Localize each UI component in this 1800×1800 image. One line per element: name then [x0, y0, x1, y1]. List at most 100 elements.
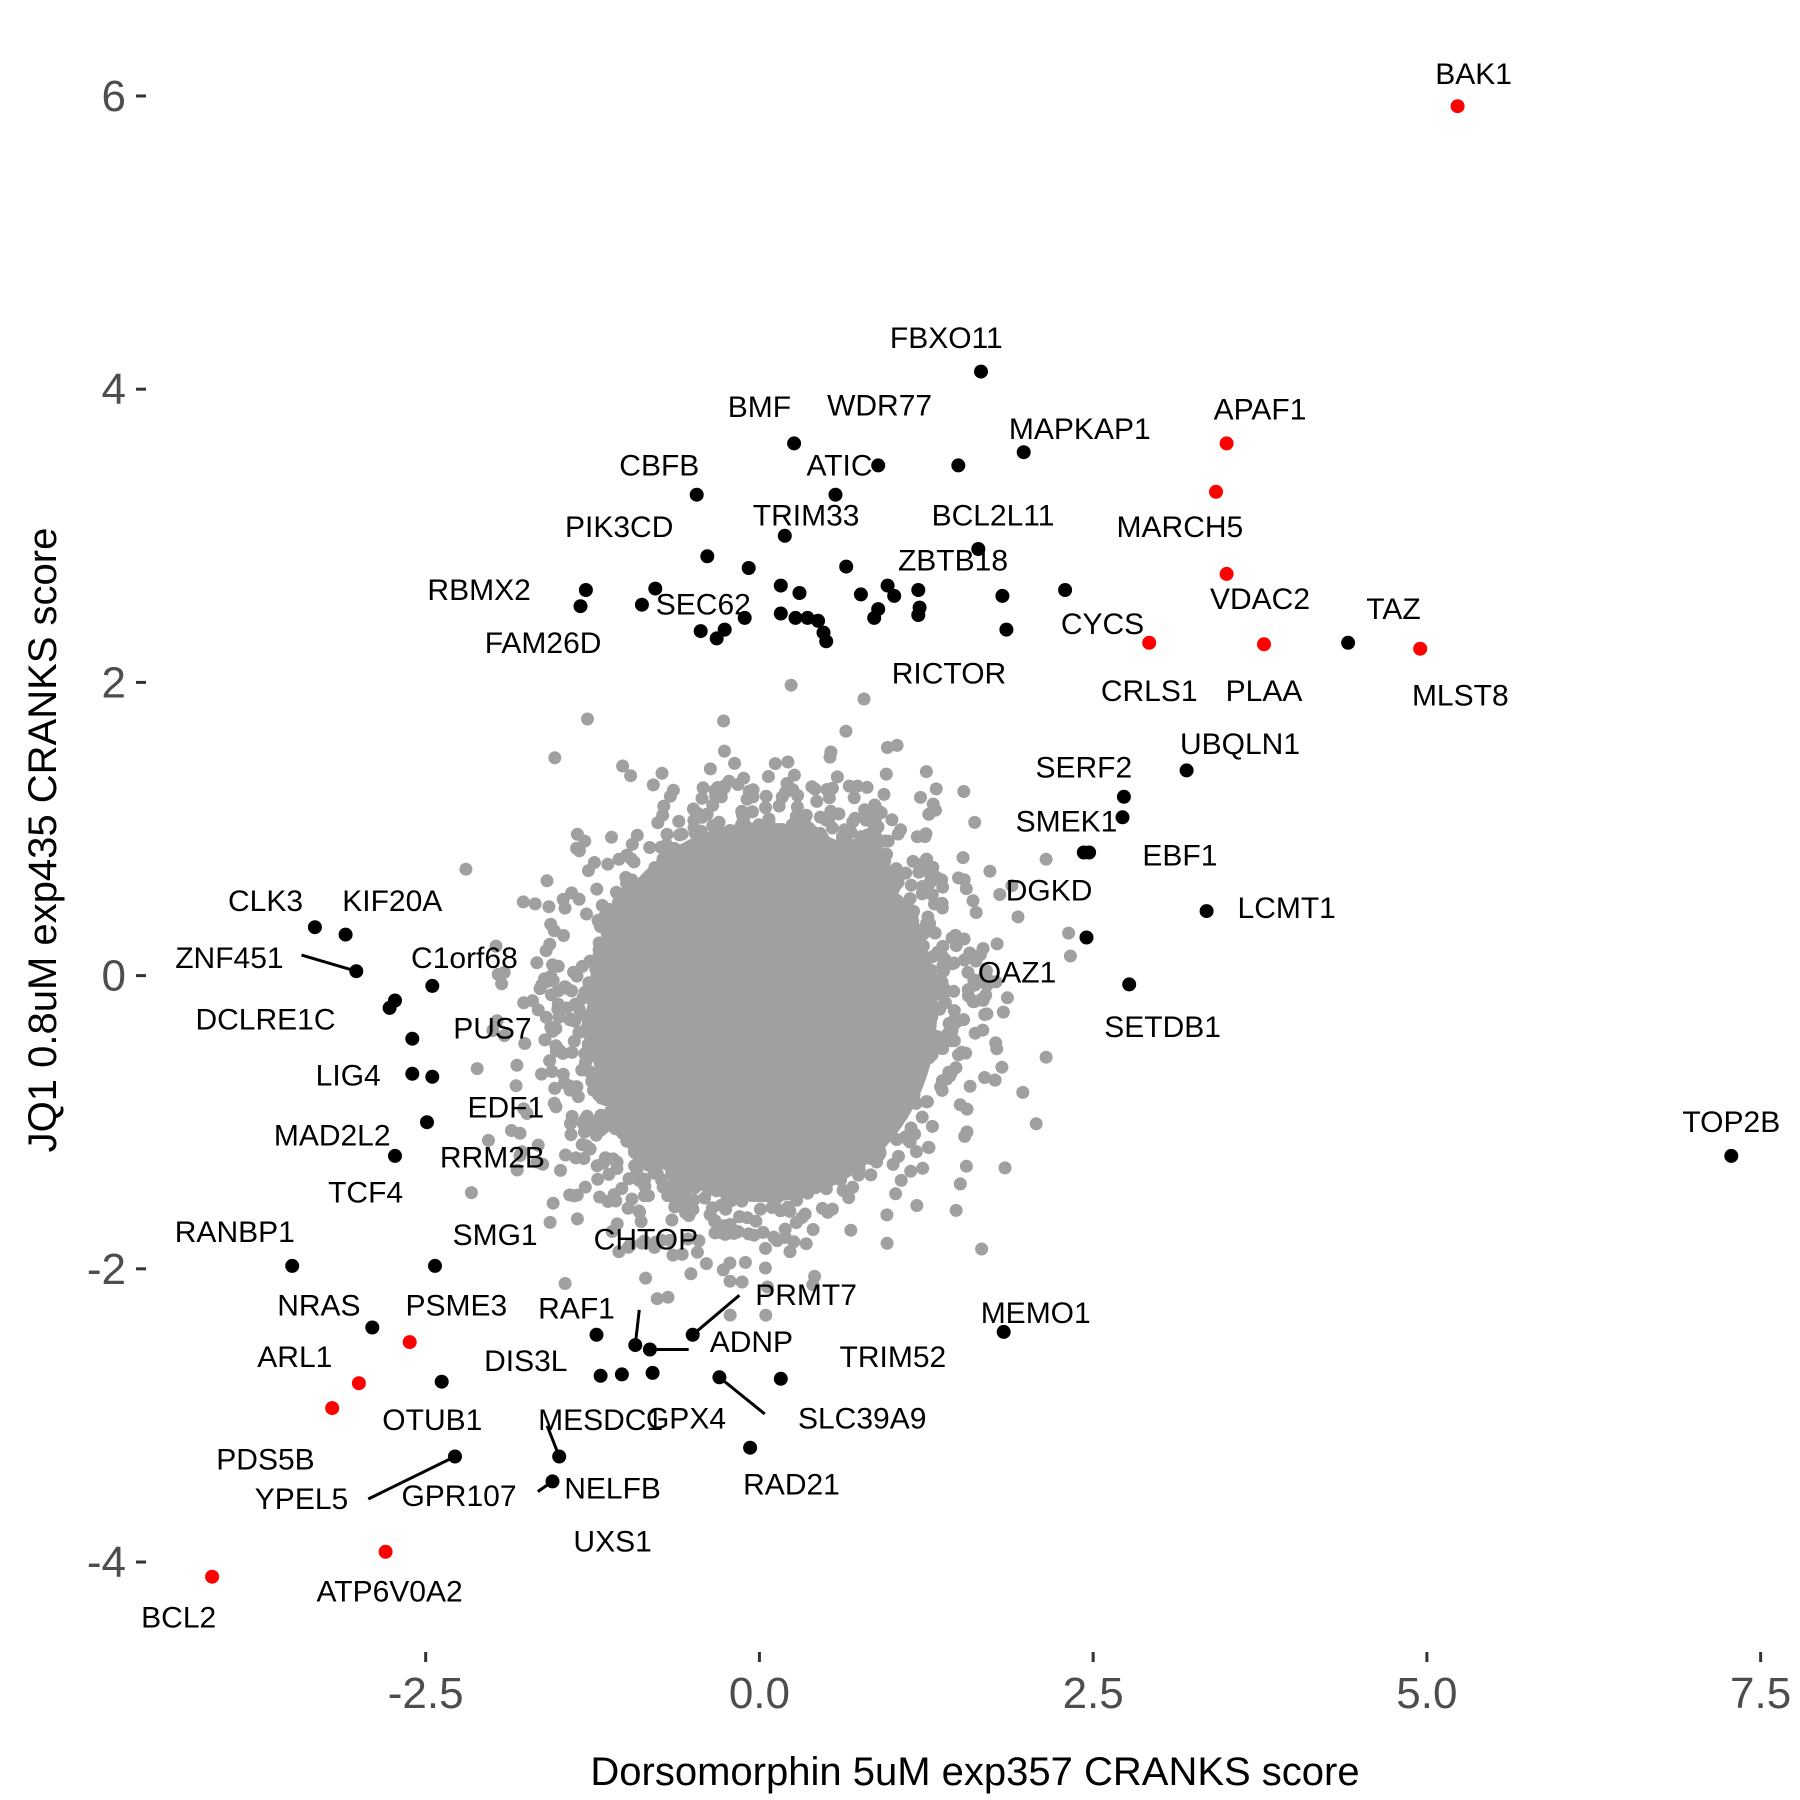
background-point [543, 1215, 557, 1229]
background-point [899, 866, 913, 880]
background-point [969, 906, 983, 919]
background-point [880, 1236, 894, 1250]
background-point [530, 1155, 544, 1169]
background-point [885, 813, 899, 827]
background-point [579, 1055, 592, 1069]
background-point [846, 815, 860, 829]
background-point [806, 1223, 820, 1236]
background-point [551, 959, 565, 973]
background-point [498, 1029, 511, 1043]
background-point [654, 1233, 668, 1247]
background-point [543, 1054, 557, 1068]
background-point [621, 1201, 635, 1215]
background-point [825, 1202, 839, 1216]
background-point [556, 1046, 570, 1060]
background-point [968, 815, 982, 829]
background-point [842, 1191, 856, 1205]
background-point [589, 1127, 603, 1141]
background-point [961, 989, 975, 1003]
background-point [772, 799, 786, 813]
background-point [580, 1139, 593, 1153]
background-point [639, 1271, 653, 1285]
background-point [781, 755, 795, 769]
background-point [957, 953, 971, 967]
background-point [981, 972, 995, 986]
background-point [646, 778, 660, 792]
background-point [978, 1008, 992, 1021]
background-point [894, 823, 908, 837]
background-point [947, 1004, 961, 1018]
background-point [593, 1190, 607, 1204]
background-point [949, 1061, 963, 1075]
background-point [591, 1172, 605, 1186]
background-point [925, 1119, 939, 1133]
background-point [993, 888, 1007, 901]
background-point [904, 878, 918, 892]
background-point [539, 1010, 553, 1024]
background-point [609, 885, 623, 899]
background-point [799, 1237, 813, 1251]
background-point [880, 741, 894, 754]
background-point [490, 1014, 504, 1028]
background-point [575, 959, 589, 973]
background-point [675, 1247, 689, 1261]
background-point [517, 1102, 531, 1116]
background-point [459, 862, 473, 876]
background-point [918, 830, 932, 844]
background-point [898, 1130, 912, 1144]
background-point [881, 834, 895, 848]
background-point [641, 1189, 655, 1203]
background-point [890, 738, 904, 752]
background-points [459, 678, 1077, 1322]
background-point [842, 779, 856, 793]
background-point [528, 897, 542, 911]
background-point [570, 1188, 584, 1202]
background-point [945, 957, 959, 971]
background-point [1039, 852, 1053, 866]
background-point [606, 1152, 620, 1166]
background-point [759, 1241, 772, 1255]
background-point [684, 1267, 698, 1281]
background-point [844, 1223, 858, 1237]
background-point [661, 1290, 675, 1304]
background-point [570, 1212, 584, 1226]
background-point [879, 767, 893, 781]
background-point [610, 1217, 624, 1231]
background-point [844, 825, 858, 839]
background-point [509, 1079, 523, 1093]
background-point [562, 1079, 576, 1093]
background-point [935, 901, 949, 915]
background-point [929, 782, 943, 796]
background-point [1063, 949, 1077, 963]
background-point [596, 1156, 610, 1170]
background-point [877, 787, 891, 801]
background-point [518, 1037, 532, 1050]
background-point [544, 1020, 558, 1034]
background-point [577, 1152, 591, 1165]
background-point [708, 1226, 722, 1240]
background-point [651, 816, 665, 830]
background-point [956, 851, 970, 865]
background-point [516, 895, 530, 909]
background-point [916, 1161, 930, 1175]
background-point [470, 1062, 484, 1076]
background-point [548, 751, 562, 765]
background-point [668, 1181, 682, 1195]
background-point [695, 791, 709, 805]
background-point [708, 1214, 722, 1228]
background-point [742, 1227, 756, 1241]
background-point [949, 928, 962, 942]
background-point [531, 1138, 545, 1152]
background-point [868, 798, 882, 812]
background-point [904, 1164, 918, 1178]
background-point [538, 1033, 552, 1047]
background-point [535, 1067, 548, 1081]
background-point [924, 870, 938, 883]
background-point [544, 988, 558, 1002]
background-point [497, 966, 511, 979]
background-point [731, 1225, 745, 1239]
background-point [559, 1148, 572, 1162]
background-point [961, 965, 975, 979]
background-point [571, 1090, 585, 1104]
background-point [655, 1173, 669, 1187]
